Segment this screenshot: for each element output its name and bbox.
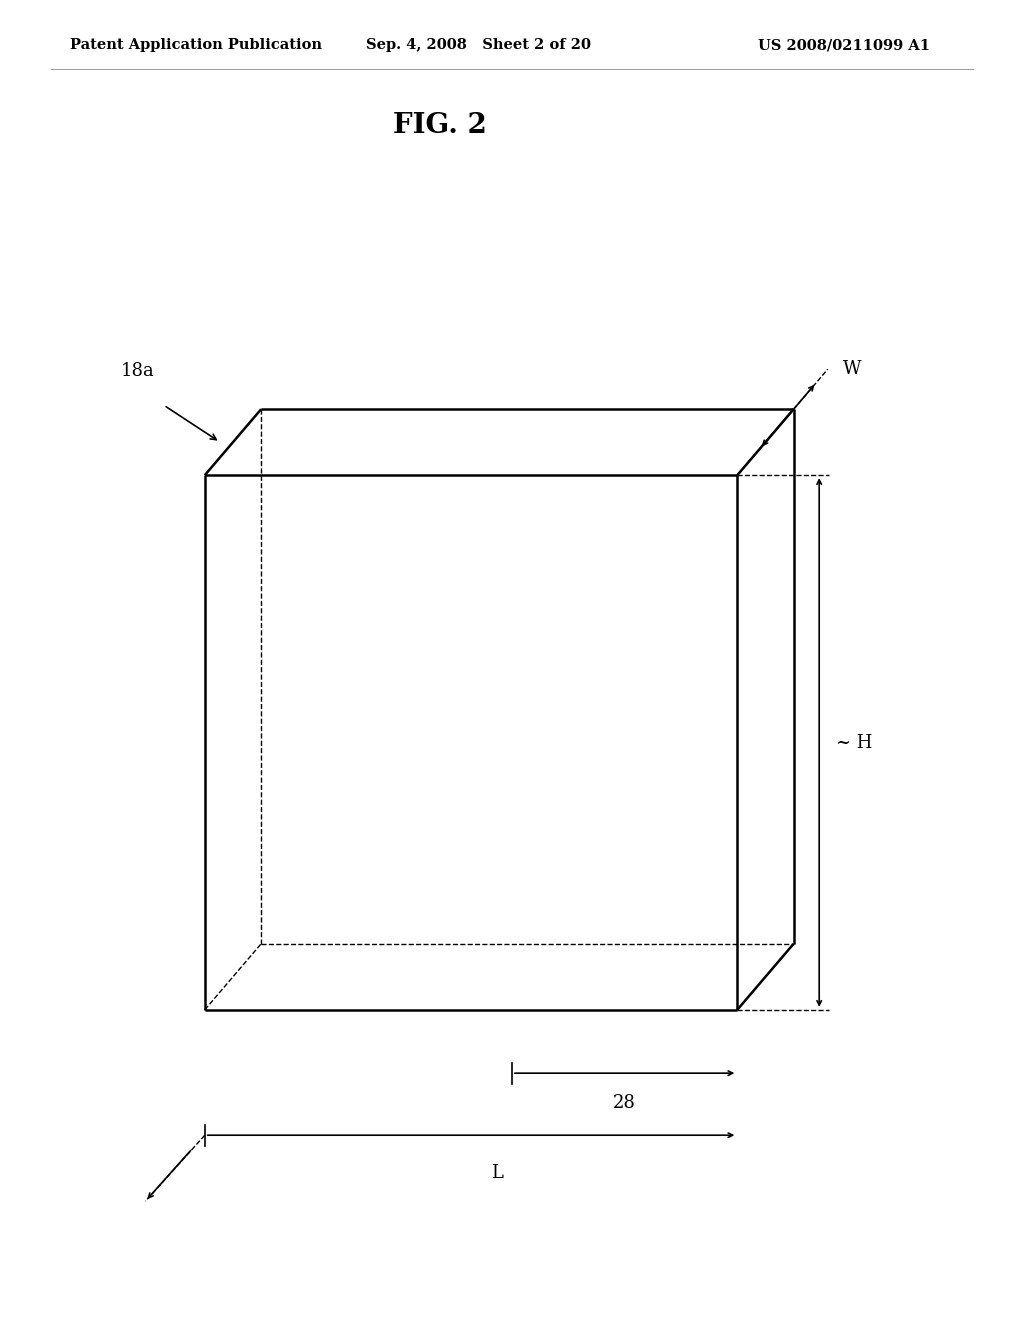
Text: 28: 28 (613, 1094, 636, 1113)
Text: 18a: 18a (121, 362, 155, 380)
Text: Sep. 4, 2008   Sheet 2 of 20: Sep. 4, 2008 Sheet 2 of 20 (366, 38, 591, 53)
Text: US 2008/0211099 A1: US 2008/0211099 A1 (758, 38, 930, 53)
Text: FIG. 2: FIG. 2 (393, 112, 487, 139)
Text: ~ H: ~ H (836, 734, 872, 751)
Text: Patent Application Publication: Patent Application Publication (70, 38, 322, 53)
Text: W: W (843, 360, 861, 379)
Text: L: L (490, 1164, 503, 1183)
